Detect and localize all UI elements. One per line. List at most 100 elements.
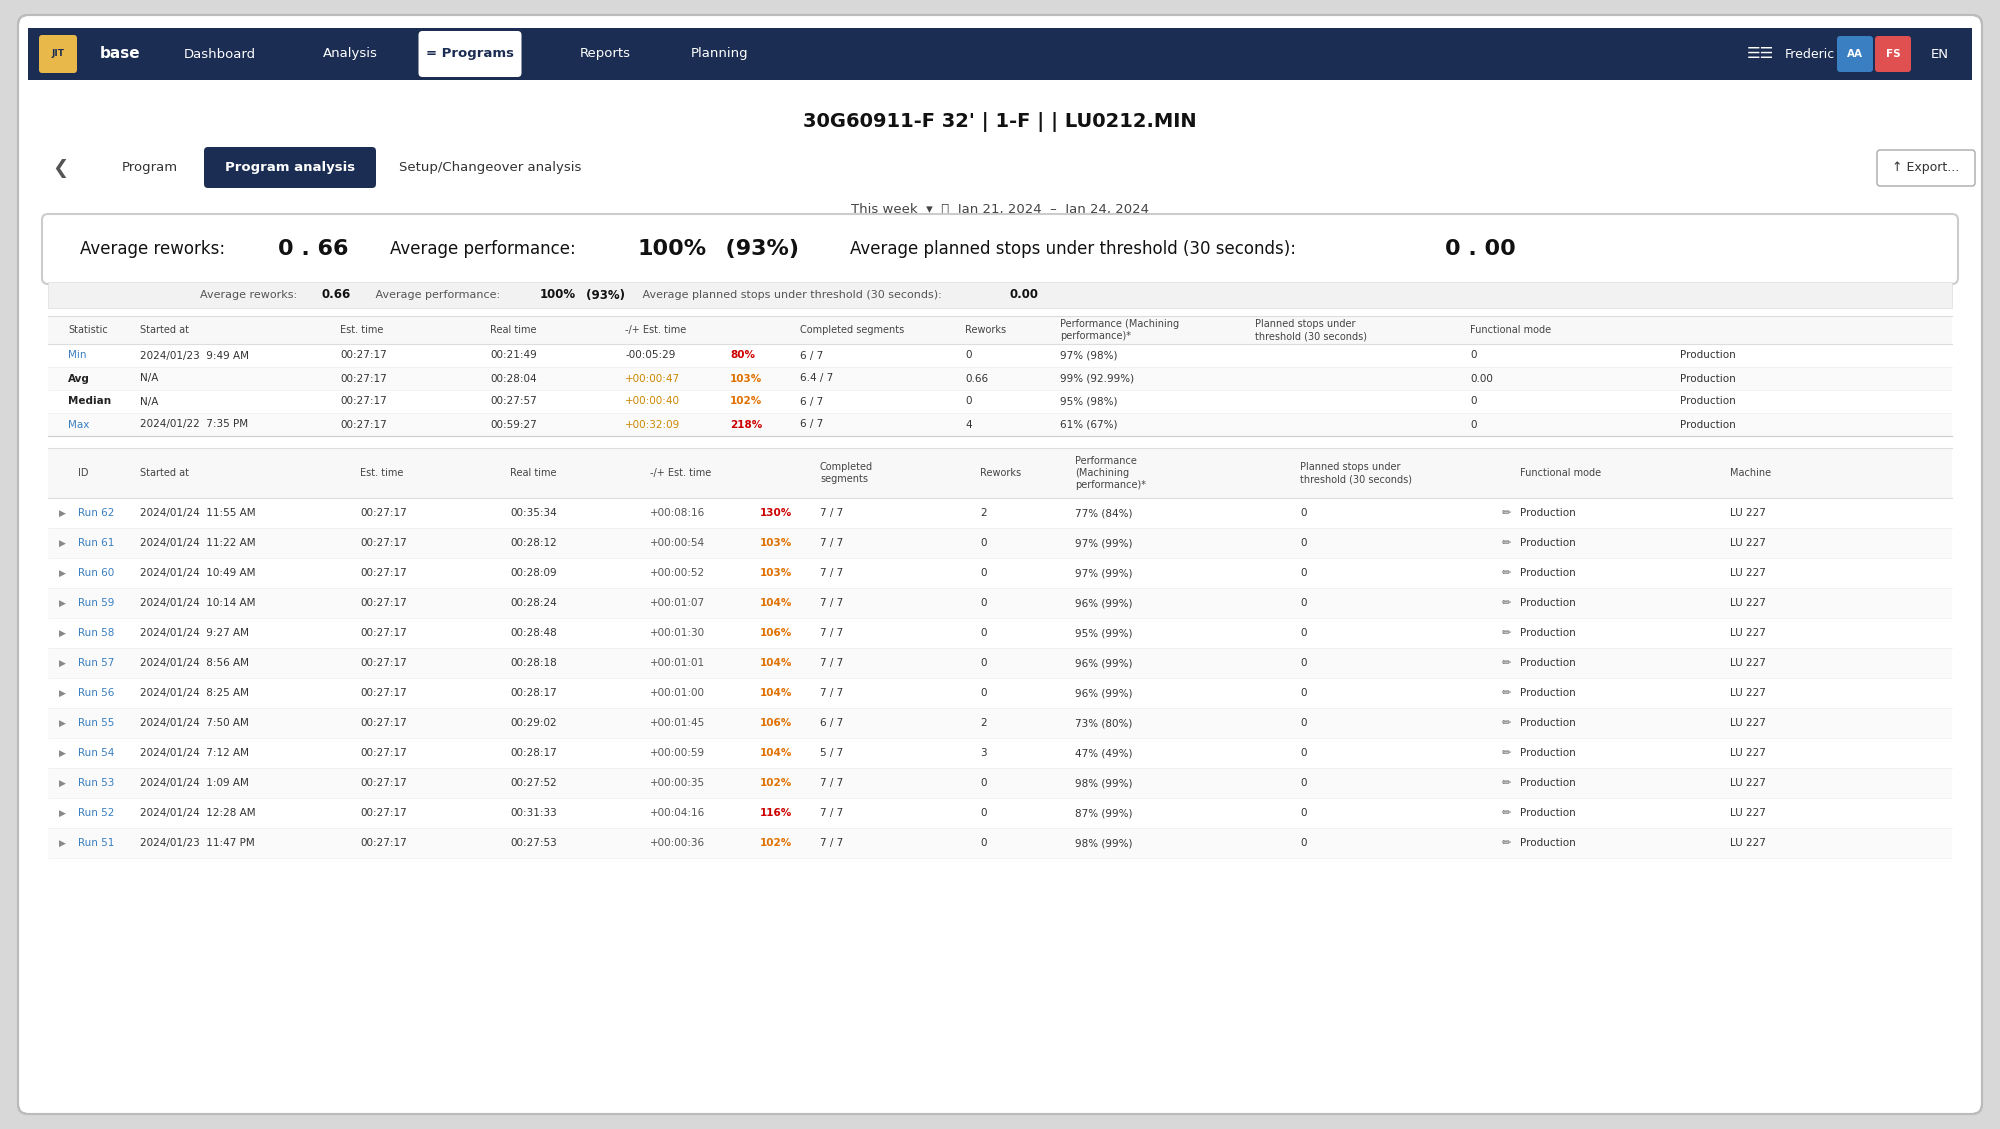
Text: 2: 2: [980, 508, 986, 518]
Text: 00:35:34: 00:35:34: [510, 508, 556, 518]
FancyBboxPatch shape: [18, 15, 1982, 1114]
Text: 0 . 00: 0 . 00: [1444, 239, 1516, 259]
Text: +00:01:01: +00:01:01: [650, 658, 706, 668]
Text: Average reworks:: Average reworks:: [80, 240, 230, 259]
Text: Statistic: Statistic: [68, 325, 108, 335]
Text: 2024/01/22  7:35 PM: 2024/01/22 7:35 PM: [140, 420, 248, 429]
Text: ▶: ▶: [58, 569, 66, 578]
Text: Average reworks:: Average reworks:: [200, 290, 300, 300]
Text: 00:59:27: 00:59:27: [490, 420, 536, 429]
Text: Started at: Started at: [140, 325, 188, 335]
FancyBboxPatch shape: [1876, 36, 1912, 72]
Text: Dashboard: Dashboard: [184, 47, 256, 61]
Text: LU 227: LU 227: [1730, 539, 1766, 548]
Text: 0: 0: [1470, 350, 1476, 360]
Text: 00:27:17: 00:27:17: [360, 628, 406, 638]
Text: 2024/01/24  10:14 AM: 2024/01/24 10:14 AM: [140, 598, 256, 609]
Text: LU 227: LU 227: [1730, 598, 1766, 609]
Text: 2024/01/24  11:22 AM: 2024/01/24 11:22 AM: [140, 539, 256, 548]
Text: Functional mode: Functional mode: [1520, 469, 1602, 478]
Text: 7 / 7: 7 / 7: [820, 628, 844, 638]
Text: 100%: 100%: [638, 239, 708, 259]
Text: 00:27:17: 00:27:17: [360, 778, 406, 788]
Text: 00:28:17: 00:28:17: [510, 688, 556, 698]
Text: 0: 0: [1470, 396, 1476, 406]
Text: 95% (98%): 95% (98%): [1060, 396, 1118, 406]
FancyBboxPatch shape: [418, 30, 522, 77]
Text: 2024/01/24  8:25 AM: 2024/01/24 8:25 AM: [140, 688, 248, 698]
Text: LU 227: LU 227: [1730, 568, 1766, 578]
Text: 104%: 104%: [760, 749, 792, 758]
Text: ✏: ✏: [1502, 539, 1512, 548]
Text: 7 / 7: 7 / 7: [820, 539, 844, 548]
Text: Min: Min: [68, 350, 86, 360]
Text: 0.66: 0.66: [322, 289, 352, 301]
Text: LU 227: LU 227: [1730, 508, 1766, 518]
Text: +00:00:47: +00:00:47: [624, 374, 680, 384]
Text: 00:28:12: 00:28:12: [510, 539, 556, 548]
Text: Completed
segments: Completed segments: [820, 462, 874, 484]
Text: 104%: 104%: [760, 598, 792, 609]
Text: Performance
(Machining
performance)*: Performance (Machining performance)*: [1076, 456, 1146, 490]
Text: 0: 0: [1300, 508, 1306, 518]
Text: Started at: Started at: [140, 469, 188, 478]
Text: 6.4 / 7: 6.4 / 7: [800, 374, 834, 384]
Text: 99% (92.99%): 99% (92.99%): [1060, 374, 1134, 384]
Text: 2024/01/24  9:27 AM: 2024/01/24 9:27 AM: [140, 628, 248, 638]
Text: 30G60911-F 32' | 1-F | | LU0212.MIN: 30G60911-F 32' | 1-F | | LU0212.MIN: [804, 112, 1196, 132]
Text: 7 / 7: 7 / 7: [820, 658, 844, 668]
Text: Planned stops under
threshold (30 seconds): Planned stops under threshold (30 second…: [1300, 462, 1412, 484]
Text: 00:27:53: 00:27:53: [510, 838, 556, 848]
Text: Setup/Changeover analysis: Setup/Changeover analysis: [398, 161, 582, 175]
Text: 100%: 100%: [540, 289, 576, 301]
Text: ▶: ▶: [58, 718, 66, 727]
FancyBboxPatch shape: [1876, 150, 1976, 186]
Text: Run 53: Run 53: [78, 778, 114, 788]
Bar: [48, 448, 1952, 498]
Text: Production: Production: [1680, 420, 1736, 429]
Text: 80%: 80%: [730, 350, 756, 360]
Text: ✏: ✏: [1502, 568, 1512, 578]
Text: 96% (99%): 96% (99%): [1076, 598, 1132, 609]
Text: 00:28:48: 00:28:48: [510, 628, 556, 638]
Text: 7 / 7: 7 / 7: [820, 808, 844, 819]
Text: LU 227: LU 227: [1730, 838, 1766, 848]
Text: 0: 0: [1300, 749, 1306, 758]
Text: ❮: ❮: [52, 158, 68, 177]
Text: ✏: ✏: [1502, 628, 1512, 638]
Text: 96% (99%): 96% (99%): [1076, 688, 1132, 698]
Text: 0.00: 0.00: [1010, 289, 1040, 301]
Text: 95% (99%): 95% (99%): [1076, 628, 1132, 638]
Text: Production: Production: [1680, 350, 1736, 360]
FancyBboxPatch shape: [204, 147, 376, 189]
Text: Avg: Avg: [68, 374, 90, 384]
Text: 0: 0: [980, 628, 986, 638]
Bar: [48, 618, 1952, 648]
Text: Average planned stops under threshold (30 seconds):: Average planned stops under threshold (3…: [624, 290, 946, 300]
Bar: [28, 54, 1972, 80]
Text: Est. time: Est. time: [340, 325, 384, 335]
Text: Run 57: Run 57: [78, 658, 114, 668]
Text: ▶: ▶: [58, 749, 66, 758]
Text: 00:27:17: 00:27:17: [340, 350, 386, 360]
FancyBboxPatch shape: [1836, 36, 1872, 72]
Text: +00:32:09: +00:32:09: [624, 420, 680, 429]
Text: 0: 0: [1300, 568, 1306, 578]
Text: -/+ Est. time: -/+ Est. time: [624, 325, 686, 335]
Text: Production: Production: [1520, 658, 1576, 668]
Text: Max: Max: [68, 420, 90, 429]
Text: 00:29:02: 00:29:02: [510, 718, 556, 728]
Text: ✏: ✏: [1502, 718, 1512, 728]
Text: -00:05:29: -00:05:29: [624, 350, 676, 360]
Text: +00:04:16: +00:04:16: [650, 808, 706, 819]
Text: 00:28:18: 00:28:18: [510, 658, 556, 668]
Text: Frederic: Frederic: [1784, 47, 1836, 61]
Text: Completed segments: Completed segments: [800, 325, 904, 335]
Text: ✏: ✏: [1502, 778, 1512, 788]
Text: +00:00:52: +00:00:52: [650, 568, 706, 578]
Text: ✏: ✏: [1502, 749, 1512, 758]
Bar: [48, 316, 1952, 344]
Text: 97% (98%): 97% (98%): [1060, 350, 1118, 360]
Text: ▶: ▶: [58, 689, 66, 698]
Text: 00:27:17: 00:27:17: [360, 658, 406, 668]
